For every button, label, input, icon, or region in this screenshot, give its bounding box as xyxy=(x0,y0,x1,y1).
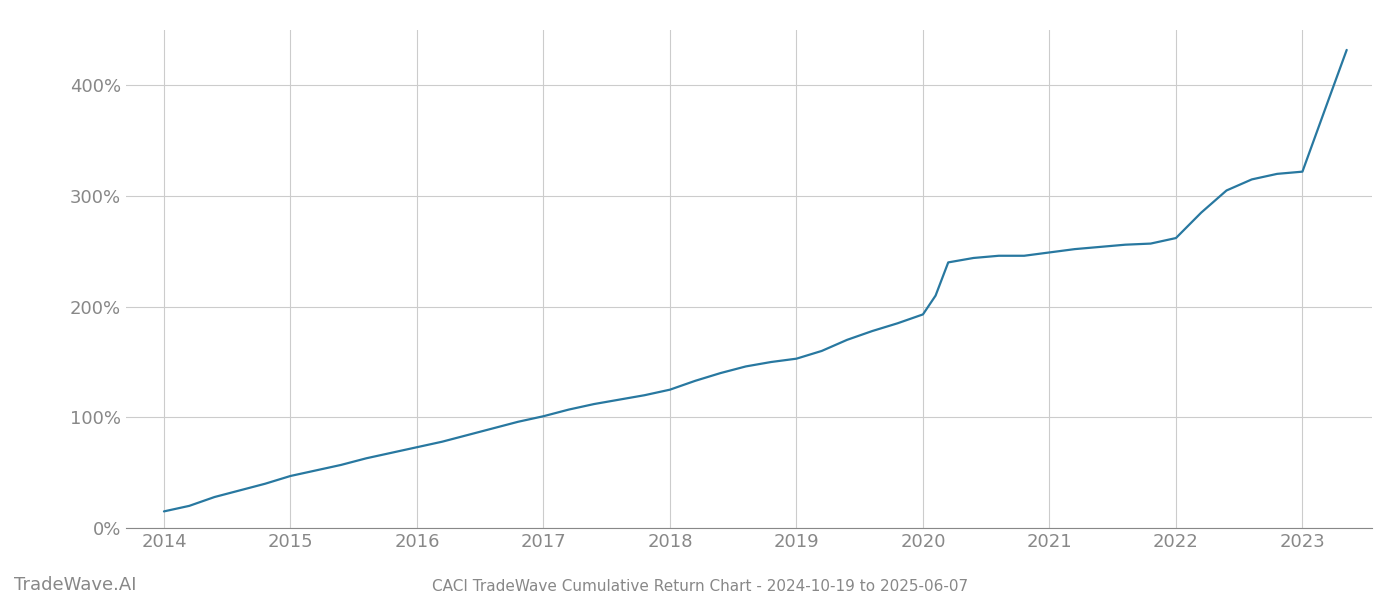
Text: TradeWave.AI: TradeWave.AI xyxy=(14,576,137,594)
Text: CACI TradeWave Cumulative Return Chart - 2024-10-19 to 2025-06-07: CACI TradeWave Cumulative Return Chart -… xyxy=(433,579,967,594)
